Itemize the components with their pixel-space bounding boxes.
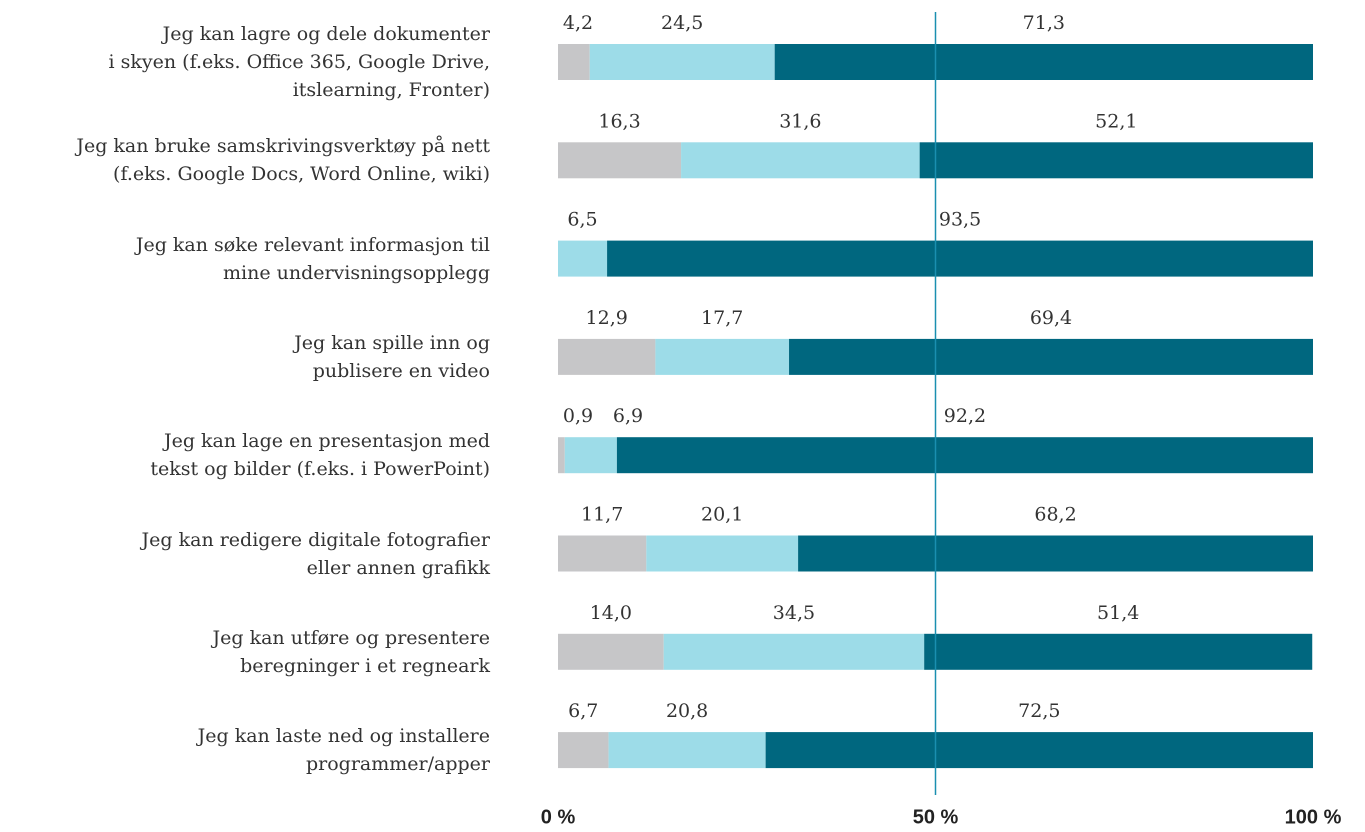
bar-segment — [558, 437, 565, 474]
x-tick-label: 100 % — [1285, 806, 1342, 828]
bar-segment — [616, 437, 1313, 474]
bar-segment — [663, 633, 925, 670]
bar-segment — [924, 633, 1313, 670]
bar-segment — [798, 535, 1313, 572]
value-label: 52,1 — [1095, 110, 1137, 132]
bar-segment — [919, 142, 1313, 179]
category-label: Jeg kan lagre og dele dokumenter i skyen… — [108, 23, 490, 101]
bar-segment — [558, 338, 656, 375]
value-label: 24,5 — [661, 12, 703, 34]
category-label: Jeg kan laste ned og installere programm… — [197, 725, 490, 776]
category-label: Jeg kan spille inn og publisere en video — [294, 331, 490, 382]
bar-segment — [558, 535, 647, 572]
value-label: 72,5 — [1018, 700, 1060, 722]
value-label: 16,3 — [598, 110, 640, 132]
bar-segment — [558, 633, 664, 670]
bar-segment — [589, 44, 775, 80]
x-tick-label: 50 % — [913, 806, 959, 828]
bar-segment — [607, 240, 1313, 277]
value-label: 31,6 — [779, 110, 821, 132]
value-label: 11,7 — [581, 504, 623, 526]
value-label: 0,9 — [563, 405, 593, 427]
value-label: 92,2 — [944, 405, 986, 427]
value-label: 12,9 — [586, 307, 628, 329]
bar-segment — [558, 240, 608, 277]
bar-segment — [558, 44, 590, 80]
bar-segment — [655, 338, 790, 375]
value-label: 6,9 — [613, 405, 643, 427]
category-label: Jeg kan bruke samskrivingsverktøy på net… — [76, 135, 490, 186]
bar-segment — [558, 732, 609, 769]
value-label: 14,0 — [590, 602, 632, 624]
category-label: Jeg kan utføre og presentere beregninger… — [212, 626, 490, 677]
value-label: 6,5 — [567, 209, 597, 231]
bar-segment — [608, 732, 766, 769]
category-label: Jeg kan lage en presentasjon med tekst o… — [150, 430, 490, 481]
x-tick-label: 0 % — [541, 806, 576, 828]
bar-segment — [646, 535, 799, 572]
value-label: 51,4 — [1097, 602, 1139, 624]
bar-segment — [789, 338, 1313, 375]
value-label: 34,5 — [773, 602, 815, 624]
bar-segment — [681, 142, 920, 179]
value-label: 69,4 — [1030, 307, 1072, 329]
bar-segment — [564, 437, 617, 474]
bar-segment — [558, 142, 682, 179]
value-label: 71,3 — [1023, 12, 1065, 34]
value-label: 4,2 — [563, 12, 593, 34]
value-label: 17,7 — [701, 307, 743, 329]
category-label: Jeg kan redigere digitale fotografier el… — [141, 528, 490, 579]
value-label: 68,2 — [1034, 504, 1076, 526]
category-label: Jeg kan søke relevant informasjon til mi… — [135, 233, 490, 284]
value-label: 93,5 — [939, 209, 981, 231]
bar-segment — [765, 732, 1313, 769]
value-label: 20,8 — [666, 700, 708, 722]
value-label: 6,7 — [568, 700, 598, 722]
value-label: 20,1 — [701, 504, 743, 526]
bar-segment — [774, 44, 1313, 80]
